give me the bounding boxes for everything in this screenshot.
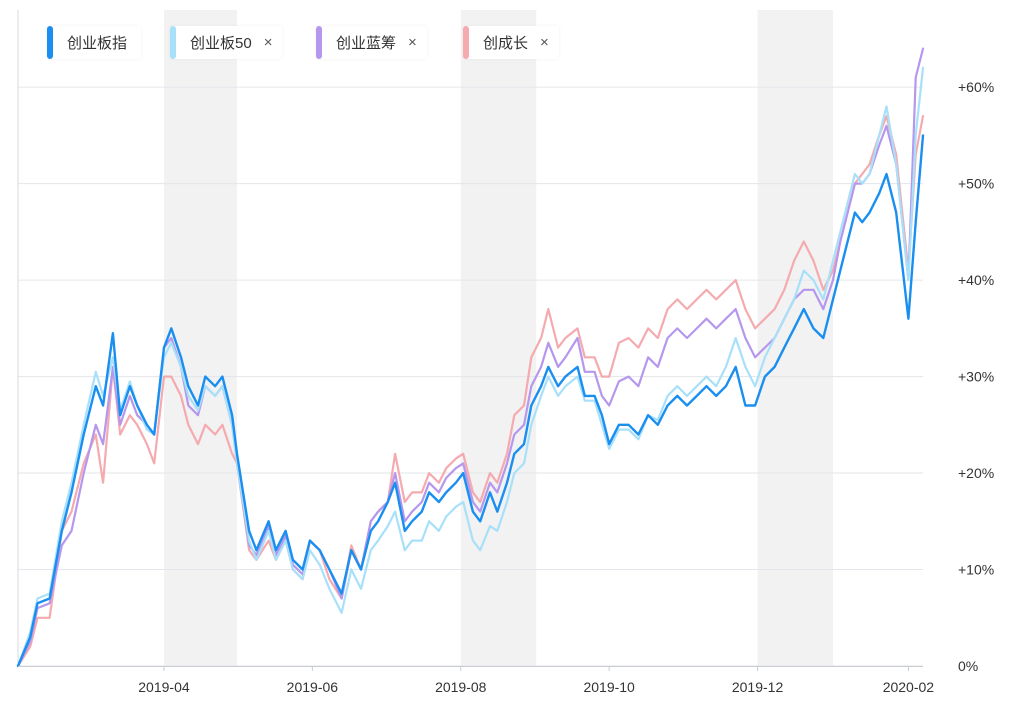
series-layer bbox=[16, 47, 925, 668]
x-tick-label: 2019-06 bbox=[287, 679, 339, 695]
shaded-band bbox=[163, 10, 237, 666]
y-tick-label: +20% bbox=[958, 465, 994, 481]
legend-label: 创业板指 bbox=[67, 35, 128, 52]
legend-item-cyb50[interactable]: 创业板50 × bbox=[170, 26, 283, 59]
y-tick-label: +60% bbox=[958, 79, 994, 95]
y-axis: 0% +10% +20% +30% +40% +50% +60% bbox=[958, 79, 994, 674]
close-icon[interactable]: × bbox=[263, 34, 273, 51]
y-tick-label: +50% bbox=[958, 176, 994, 192]
x-tick-label: 2019-10 bbox=[583, 679, 635, 695]
legend-swatch bbox=[463, 26, 469, 59]
x-axis: 2019-04 2019-06 2019-08 2019-10 2019-12 2020-… bbox=[18, 666, 934, 695]
legend-item-cyb-bluechip[interactable]: 创业蓝筹 × bbox=[316, 26, 427, 59]
legend-item-cyb-growth[interactable]: 创成长 × bbox=[463, 26, 559, 59]
x-tick-label: 2019-04 bbox=[138, 679, 190, 695]
y-tick-label: +10% bbox=[958, 562, 994, 578]
legend-swatch bbox=[170, 26, 176, 59]
shaded-periods bbox=[163, 10, 833, 666]
chart-legend: 创业板指 创业板50 × 创业蓝筹 × 创成长 × bbox=[0, 0, 1027, 70]
y-tick-label: +40% bbox=[958, 272, 994, 288]
y-tick-label: +30% bbox=[958, 369, 994, 385]
shaded-band bbox=[460, 10, 537, 666]
legend-swatch bbox=[47, 26, 53, 59]
close-icon[interactable]: × bbox=[408, 34, 417, 51]
x-tick-label: 2019-12 bbox=[732, 679, 784, 695]
x-tick-label: 2019-08 bbox=[435, 679, 487, 695]
legend-label: 创成长 bbox=[483, 35, 529, 52]
series-line-2 bbox=[16, 66, 925, 668]
legend-swatch bbox=[316, 26, 322, 59]
series-line-1 bbox=[16, 134, 925, 668]
y-tick-label: 0% bbox=[958, 658, 978, 674]
series-line-4 bbox=[16, 115, 925, 668]
x-tick-label: 2020-02 bbox=[883, 679, 935, 695]
close-icon[interactable]: × bbox=[540, 34, 549, 51]
legend-label: 创业蓝筹 bbox=[336, 35, 397, 52]
legend-item-cyb-index[interactable]: 创业板指 bbox=[47, 26, 142, 59]
legend-label: 创业板50 bbox=[190, 35, 252, 52]
shaded-band bbox=[757, 10, 833, 666]
